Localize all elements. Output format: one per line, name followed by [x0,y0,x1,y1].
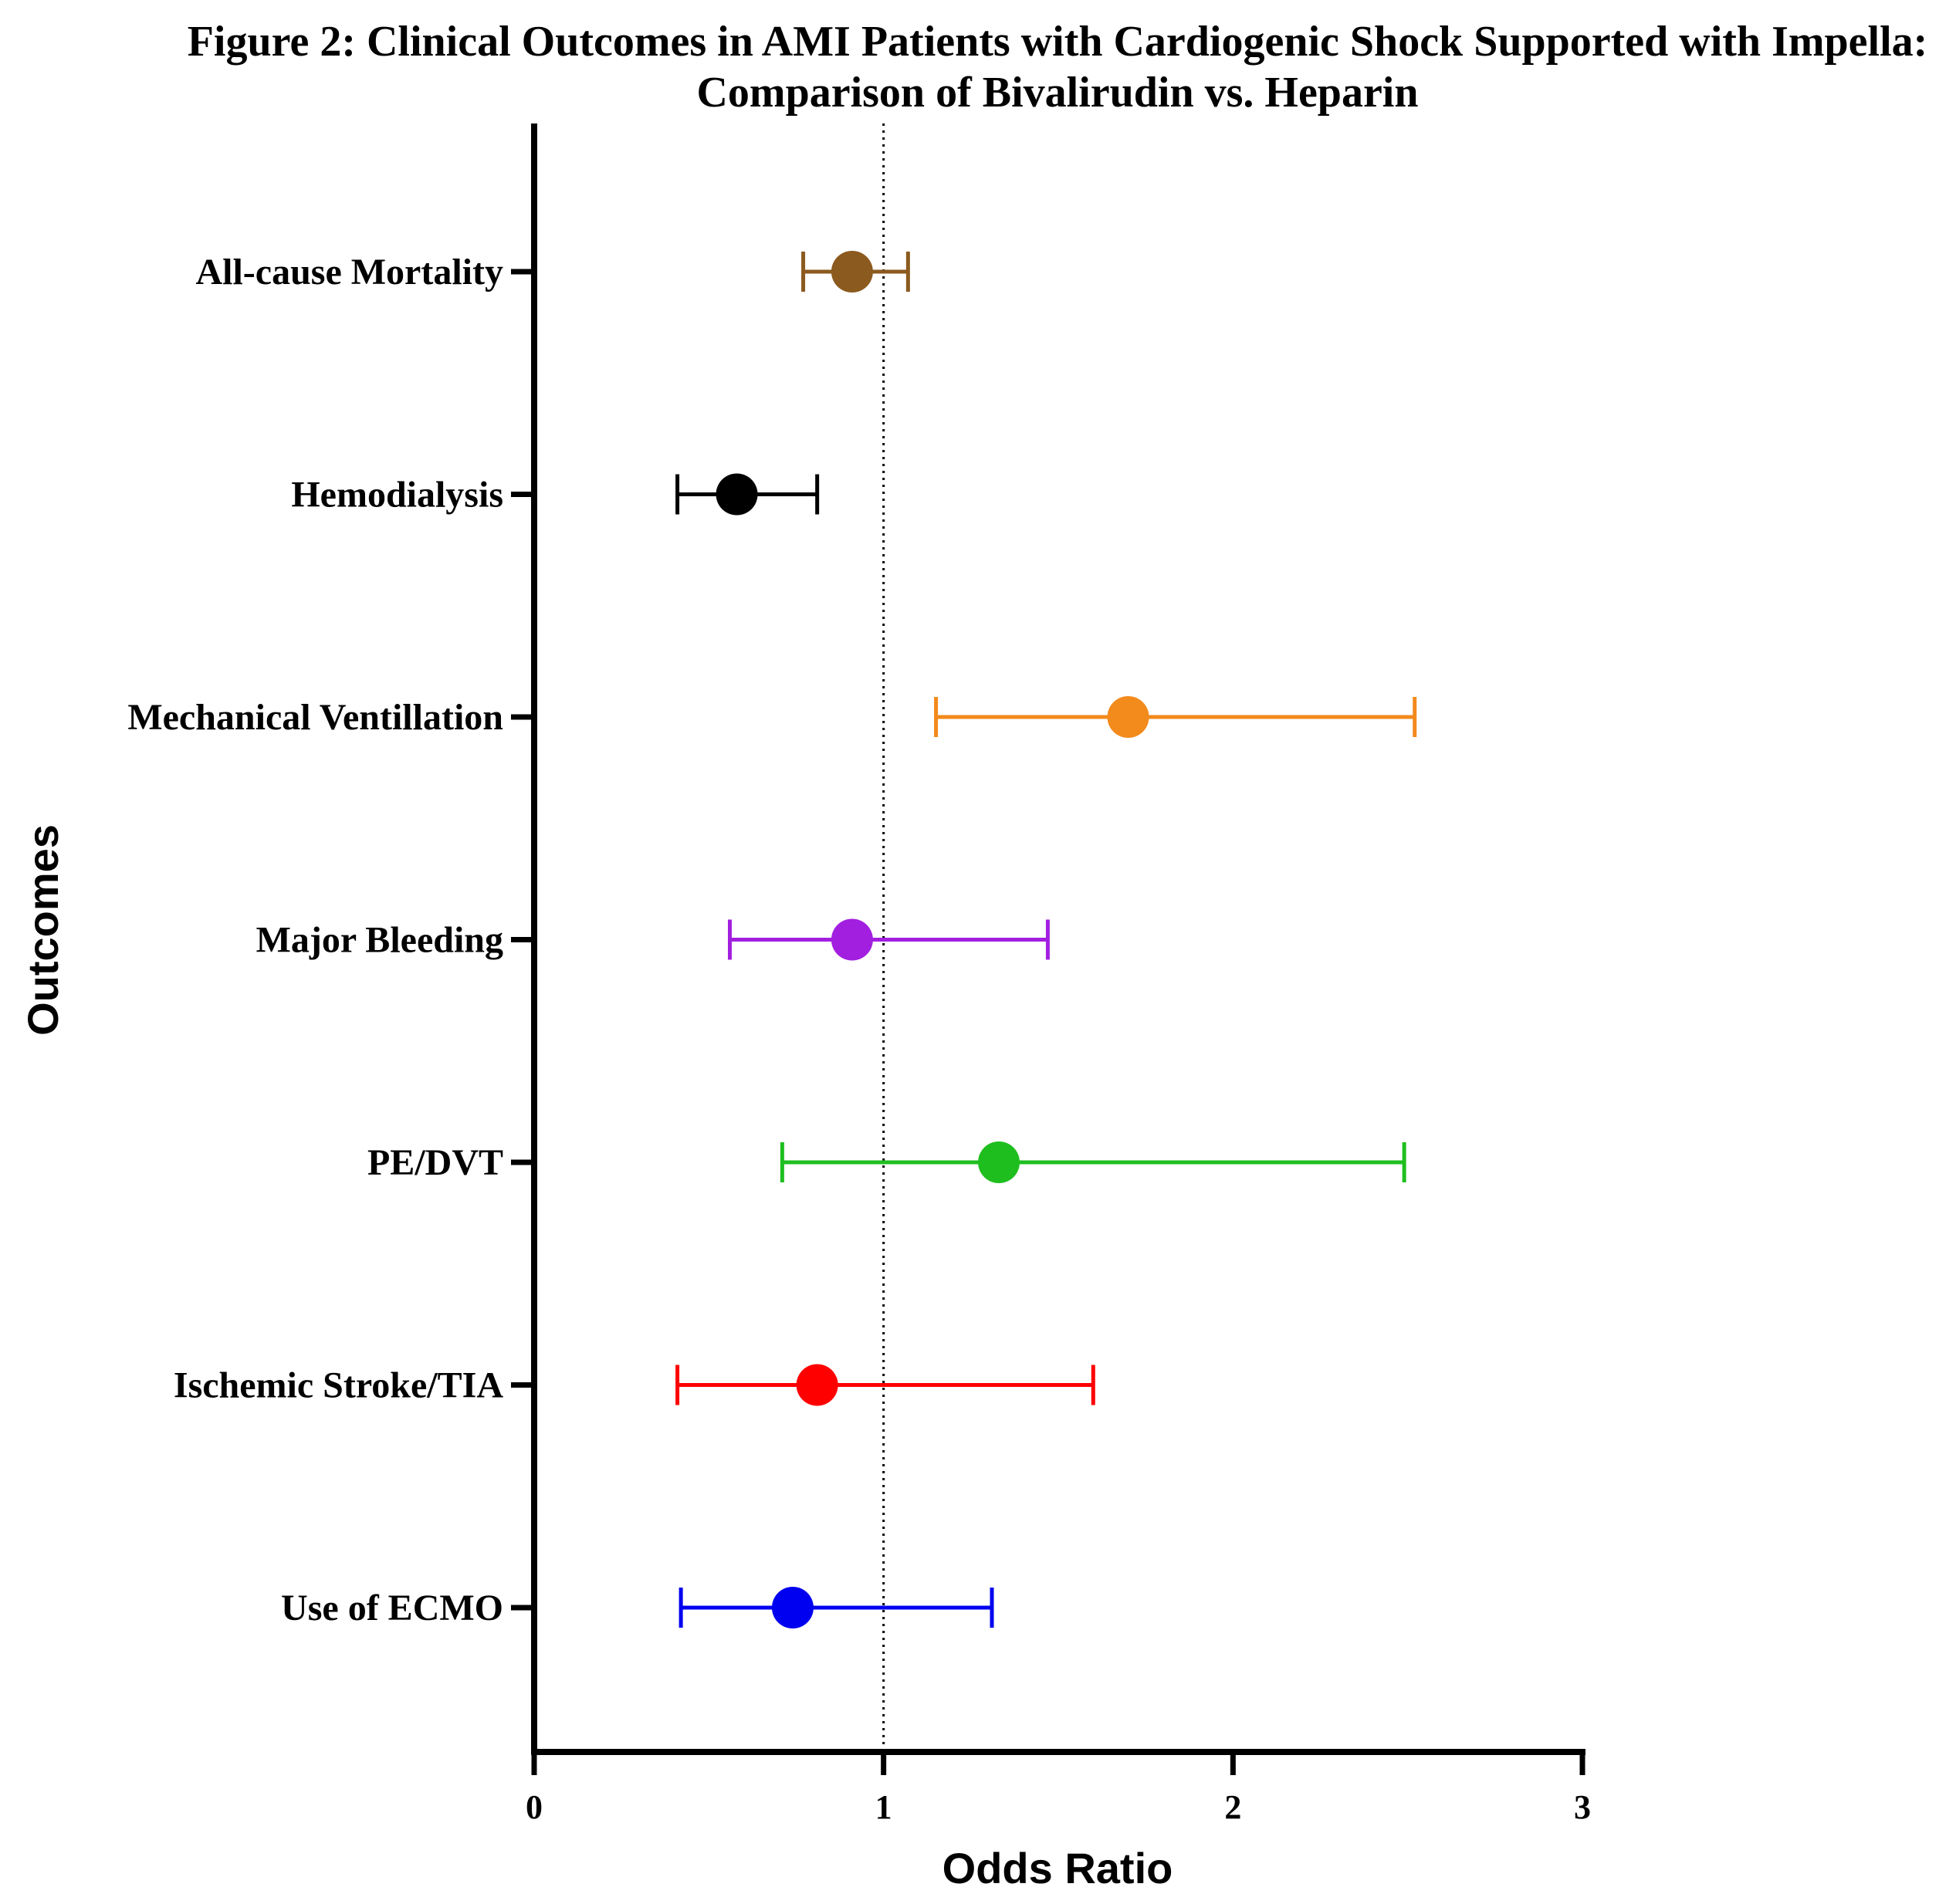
odds-ratio-point-hemodialysis [716,473,758,516]
y-axis-title: Outcomes [19,824,67,1036]
odds-ratio-point-mechanical-ventillation [1107,696,1149,738]
chart-title-line-1: Figure 2: Clinical Outcomes in AMI Patie… [188,18,1928,66]
x-tick-label: 1 [875,1788,892,1826]
outcome-label-use-of-ecmo: Use of ECMO [281,1588,503,1628]
outcome-label-pe-dvt: PE/DVT [367,1142,503,1183]
outcome-label-major-bleeding: Major Bleeding [256,920,503,961]
outcome-label-mechanical-ventillation: Mechanical Ventillation [127,697,503,738]
x-tick-label: 2 [1224,1788,1241,1826]
x-tick-label: 3 [1574,1788,1591,1826]
x-axis-title: Odds Ratio [942,1844,1173,1892]
plot-area: 0 1 2 3 All-cause Mortality Hemodialysis Mecha… [127,123,1591,1826]
outcome-label-ischemic-stroke-tia: Ischemic Stroke/TIA [174,1365,503,1406]
odds-ratio-point-ischemic-stroke-tia [796,1364,838,1406]
odds-ratio-point-use-of-ecmo [771,1587,814,1628]
outcome-label-hemodialysis: Hemodialysis [291,475,503,516]
odds-ratio-point-major-bleeding [831,918,873,961]
chart-title-line-2: Comparison of Bivalirudin vs. Heparin [696,69,1418,117]
odds-ratio-point-pe-dvt [978,1141,1020,1183]
odds-ratio-point-all-cause-mortality [831,251,873,293]
outcome-label-all-cause-mortality: All-cause Mortality [195,252,503,293]
x-tick-label: 0 [526,1788,543,1826]
